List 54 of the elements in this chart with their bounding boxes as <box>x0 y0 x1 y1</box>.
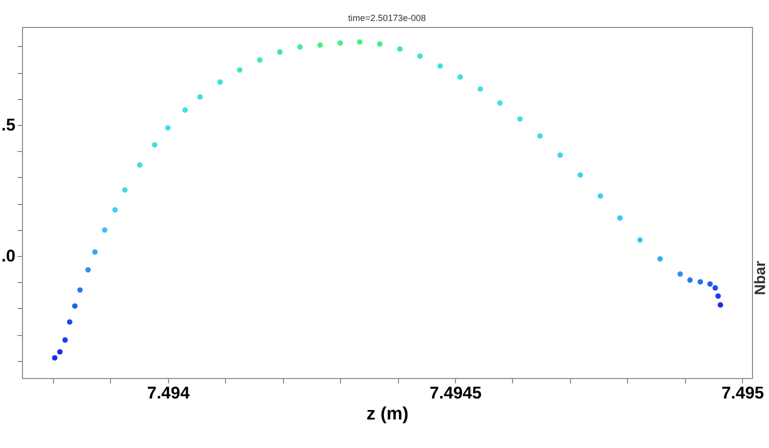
point <box>698 279 704 285</box>
point <box>677 271 683 277</box>
point <box>712 285 718 291</box>
x-tick-label: 7.495 <box>721 384 764 402</box>
point <box>578 172 584 178</box>
point <box>197 94 203 100</box>
point <box>182 107 188 113</box>
point <box>102 227 108 233</box>
x-tick-label: 7.494 <box>147 384 190 402</box>
point <box>277 49 283 55</box>
y-tick-label: .5 <box>1 115 16 134</box>
point <box>337 40 343 46</box>
point <box>297 44 303 50</box>
point <box>657 256 663 262</box>
point <box>66 319 72 325</box>
point <box>236 67 242 73</box>
point <box>687 277 693 283</box>
point <box>122 187 128 193</box>
point <box>85 267 91 273</box>
point <box>92 249 98 255</box>
point <box>707 281 713 287</box>
point <box>112 207 118 213</box>
point <box>77 287 83 293</box>
point <box>517 116 523 122</box>
point <box>62 337 68 343</box>
annotation: Nbar <box>752 260 769 296</box>
point <box>397 46 403 52</box>
point <box>715 293 721 299</box>
point <box>57 349 63 355</box>
point <box>72 303 78 309</box>
point <box>417 53 423 59</box>
point <box>165 125 171 131</box>
point <box>457 74 463 80</box>
point <box>52 355 58 361</box>
point <box>137 162 142 168</box>
point <box>497 100 503 106</box>
point <box>537 133 543 139</box>
point <box>217 79 223 85</box>
point <box>317 42 323 48</box>
point <box>152 142 158 148</box>
x-tick-label: 7.4945 <box>430 384 482 402</box>
point <box>478 86 484 92</box>
point <box>437 63 443 69</box>
chart-title: time=2.50173e-008 <box>348 13 426 23</box>
point <box>356 39 362 45</box>
point <box>617 215 623 221</box>
point <box>257 57 263 63</box>
x-axis-title: z (m) <box>366 404 408 424</box>
point <box>598 193 604 199</box>
point <box>637 237 643 243</box>
point <box>718 302 724 308</box>
point <box>557 152 563 158</box>
y-tick-label: .0 <box>1 246 16 266</box>
point <box>377 41 383 47</box>
